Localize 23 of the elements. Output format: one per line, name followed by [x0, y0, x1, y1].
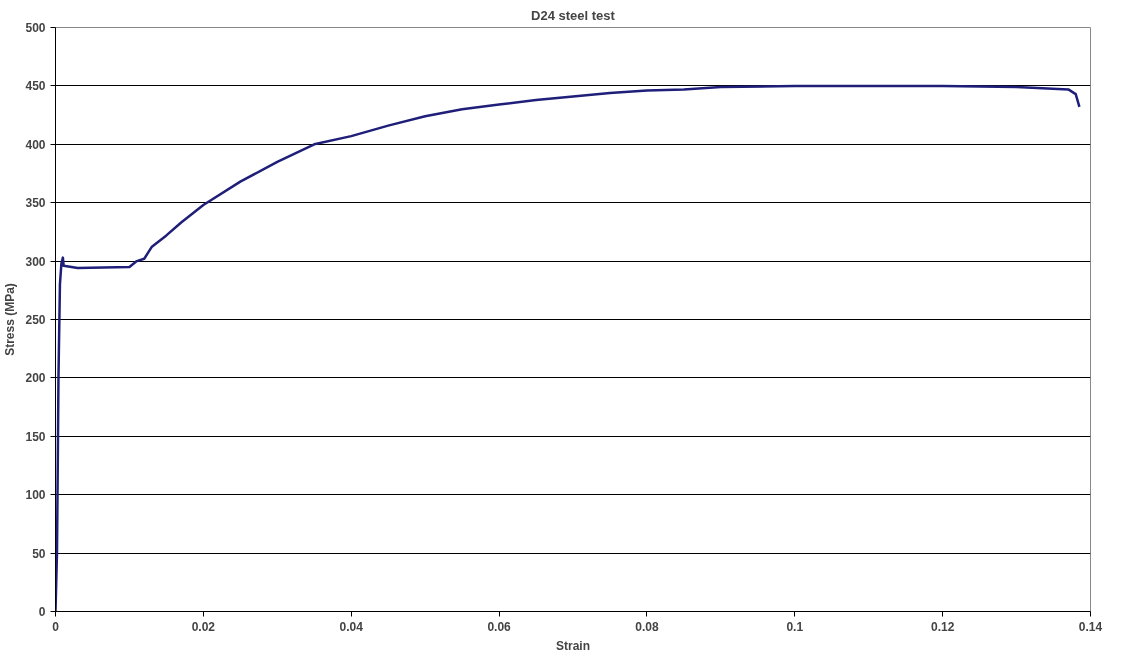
line-series [55, 84, 1081, 612]
x-tick-label: 0.06 [487, 619, 512, 634]
x-tick-label: 0.14 [1078, 619, 1103, 634]
y-tick-label: 450 [25, 79, 46, 94]
x-tick-label: 0.12 [930, 619, 955, 634]
y-tick-label: 100 [25, 488, 46, 503]
y-tick-label: 400 [25, 137, 46, 152]
y-tick-label: 0 [38, 605, 46, 619]
y-tick-label: 500 [25, 21, 46, 35]
y-axis-title: Stress (MPa) [3, 283, 18, 356]
y-tick-label: 350 [25, 196, 46, 211]
x-tick-label: 0.1 [786, 619, 804, 634]
x-tick-label: 0.04 [339, 619, 364, 634]
x-tick-label: 0 [52, 619, 60, 634]
y-tick-label: 200 [25, 371, 46, 386]
x-axis-title: Strain [556, 638, 591, 653]
x-tick-label: 0.08 [635, 619, 659, 634]
y-tick-label: 50 [32, 546, 46, 561]
y-tick-label: 250 [25, 313, 46, 327]
y-tick-label: 300 [25, 254, 46, 269]
chart-title: D24 steel test [531, 7, 616, 23]
x-tick-label: 0.02 [191, 619, 216, 634]
y-tick-label: 150 [25, 429, 46, 444]
